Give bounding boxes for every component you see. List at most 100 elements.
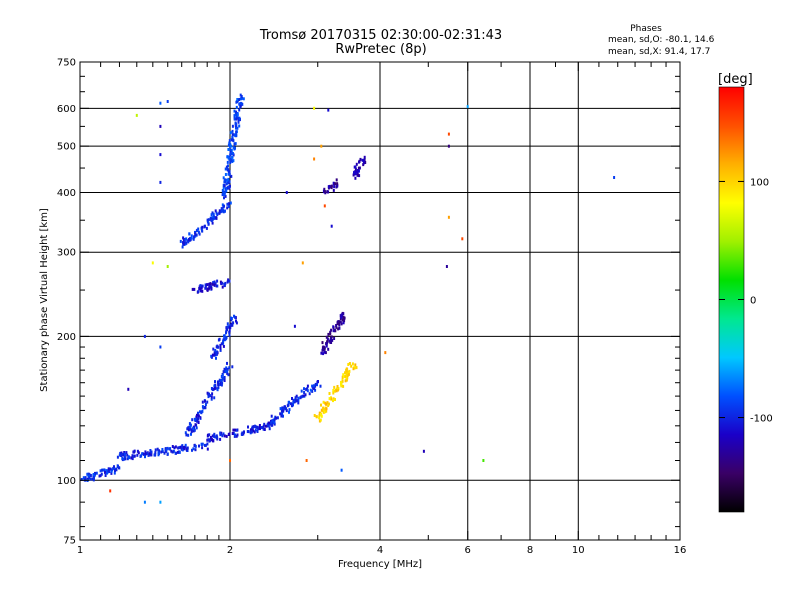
echo-point [193, 287, 196, 291]
echo-point [199, 416, 202, 420]
echo-point [355, 170, 358, 174]
echo-point [212, 281, 215, 285]
echo-point [343, 319, 346, 323]
echo-point [220, 383, 223, 387]
echo-point [227, 373, 230, 377]
echo-point [198, 232, 201, 236]
echo-point [351, 362, 354, 366]
echo-point [336, 320, 339, 324]
echo-point [191, 448, 193, 452]
echo-point [219, 437, 222, 441]
echo-point [226, 202, 229, 206]
echo-point [313, 387, 316, 390]
echo-point [238, 108, 241, 112]
echo-point [159, 500, 162, 504]
echo-point [206, 400, 209, 404]
echo-point [323, 190, 326, 193]
echo-point [252, 429, 254, 433]
echo-point [177, 446, 180, 450]
echo-point [150, 450, 153, 454]
echo-point [227, 172, 230, 176]
echo-point [344, 379, 347, 383]
echo-point [347, 372, 350, 376]
echo-point [166, 100, 169, 103]
echo-point [332, 329, 335, 333]
echo-point [332, 391, 335, 395]
echo-point [234, 428, 236, 432]
echo-point [232, 432, 235, 435]
echo-point [220, 282, 223, 286]
echo-point [235, 434, 238, 438]
echo-point [359, 157, 362, 161]
echo-point [226, 155, 229, 159]
echo-point [215, 345, 218, 349]
echo-point [238, 98, 241, 101]
echo-point [110, 471, 113, 475]
echo-point [288, 408, 291, 412]
echo-point [210, 219, 213, 223]
echo-point [239, 97, 242, 101]
echo-point [293, 324, 296, 328]
echo-point [159, 180, 162, 184]
echo-point [191, 418, 194, 422]
echo-point [293, 398, 296, 402]
echo-point [195, 426, 198, 430]
echo-point [226, 369, 229, 373]
echo-point [215, 216, 218, 220]
echo-point [194, 444, 197, 448]
echo-point [156, 447, 159, 451]
echo-point [325, 409, 328, 413]
echo-point [235, 122, 237, 126]
echo-point [227, 177, 230, 181]
echo-point [192, 429, 195, 433]
echo-point [207, 395, 210, 399]
echo-point [219, 379, 222, 382]
echo-point [231, 323, 234, 327]
echo-point [208, 439, 211, 443]
echo-point [197, 421, 200, 424]
echo-point [323, 204, 326, 208]
echo-point [222, 190, 225, 194]
echo-point [297, 398, 300, 402]
echo-point [169, 447, 172, 451]
echo-point [146, 452, 148, 456]
echo-point [352, 173, 355, 177]
echo-point [114, 469, 116, 472]
echo-point [89, 477, 92, 481]
echo-point [92, 478, 95, 482]
echo-point [312, 386, 315, 390]
echo-point [282, 414, 284, 418]
echo-point [267, 424, 270, 428]
echo-point [99, 469, 102, 473]
echo-point [190, 234, 193, 238]
echo-point [192, 237, 195, 241]
echo-point [182, 242, 185, 246]
colorbar-ticks: 100 0 -100 [719, 177, 773, 425]
echo-point [116, 455, 119, 459]
echo-point [294, 396, 297, 400]
echo-point [447, 144, 450, 148]
echo-point [356, 169, 359, 172]
echo-point [319, 384, 322, 388]
echo-point [306, 387, 309, 391]
echo-point [226, 371, 229, 375]
echo-point [222, 432, 225, 436]
echo-point [237, 116, 240, 120]
echo-point [211, 282, 214, 286]
echo-point [232, 159, 235, 163]
echo-point [223, 184, 226, 188]
echo-point [363, 155, 366, 159]
echo-point [326, 339, 329, 343]
echo-point [225, 336, 228, 339]
echo-point [216, 435, 219, 439]
echo-point [101, 468, 104, 472]
echo-point [340, 315, 343, 319]
echo-point [224, 194, 227, 198]
echo-point [361, 158, 364, 162]
echo-point [207, 433, 209, 437]
echo-point [323, 347, 326, 351]
echo-point [346, 374, 349, 377]
echo-point [181, 448, 184, 452]
echo-point [332, 389, 335, 392]
echo-point [330, 186, 333, 190]
